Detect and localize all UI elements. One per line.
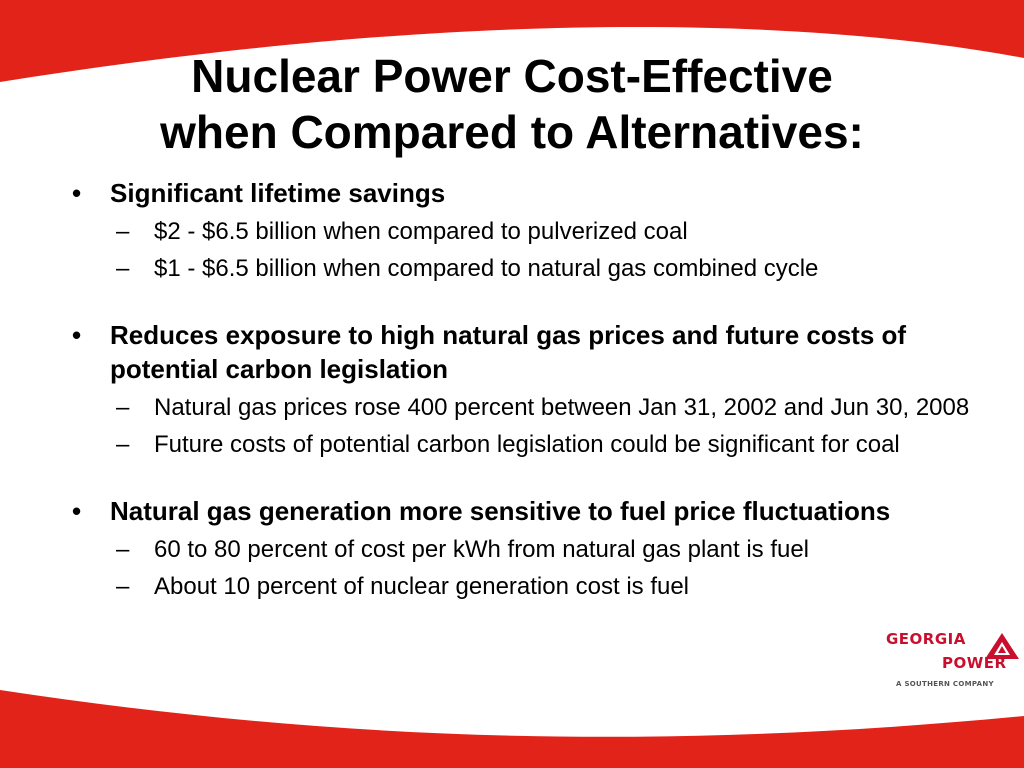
- sub-bullet-item: – Future costs of potential carbon legis…: [70, 429, 1010, 460]
- bullet-item: • Reduces exposure to high natural gas p…: [70, 318, 1010, 386]
- sub-bullet-item: – 60 to 80 percent of cost per kWh from …: [70, 534, 1010, 565]
- title-line-1: Nuclear Power Cost-Effective: [191, 50, 833, 102]
- bullet-dot: •: [72, 496, 82, 526]
- bullet-text: Reduces exposure to high natural gas pri…: [110, 320, 907, 384]
- bullet-list: • Significant lifetime savings – $2 - $6…: [70, 176, 1010, 602]
- bullet-item: • Natural gas generation more sensitive …: [70, 494, 1010, 528]
- sub-bullet-dash: –: [116, 536, 130, 563]
- sub-bullet-text: $1 - $6.5 billion when compared to natur…: [154, 255, 819, 282]
- sub-bullet-item: – $2 - $6.5 billion when compared to pul…: [70, 216, 1010, 247]
- bullet-text: Natural gas generation more sensitive to…: [110, 496, 891, 526]
- sub-bullet-item: – Natural gas prices rose 400 percent be…: [70, 392, 1010, 423]
- sub-bullet-text: About 10 percent of nuclear generation c…: [154, 573, 690, 600]
- bullet-item: • Significant lifetime savings: [70, 176, 1010, 210]
- triangle-logo-icon: [985, 633, 1019, 659]
- logo-line-1: GEORGIA: [886, 630, 966, 648]
- sub-bullet-text: 60 to 80 percent of cost per kWh from na…: [154, 536, 810, 563]
- georgia-power-logo: GEORGIA POWER A SOUTHERN COMPANY: [880, 628, 1024, 694]
- sub-bullet-dash: –: [116, 394, 130, 421]
- logo-line-3: A SOUTHERN COMPANY: [896, 680, 994, 688]
- sub-bullet-item: – $1 - $6.5 billion when compared to nat…: [70, 253, 1010, 284]
- slide-title: Nuclear Power Cost-Effective when Compar…: [0, 48, 1024, 160]
- sub-bullet-text: Natural gas prices rose 400 percent betw…: [154, 394, 970, 421]
- sub-bullet-text: Future costs of potential carbon legisla…: [154, 431, 900, 458]
- sub-bullet-dash: –: [116, 573, 130, 600]
- bullet-dot: •: [72, 320, 82, 350]
- sub-bullet-item: – About 10 percent of nuclear generation…: [70, 571, 1010, 602]
- top-red-band: [0, 0, 1024, 82]
- sub-bullet-dash: –: [116, 431, 130, 458]
- bottom-red-band: [0, 690, 1024, 768]
- bullet-dot: •: [72, 178, 82, 208]
- bullet-text: Significant lifetime savings: [110, 178, 446, 208]
- sub-bullet-dash: –: [116, 218, 130, 245]
- title-line-2: when Compared to Alternatives:: [160, 106, 864, 158]
- sub-bullet-text: $2 - $6.5 billion when compared to pulve…: [154, 218, 688, 245]
- sub-bullet-dash: –: [116, 255, 130, 282]
